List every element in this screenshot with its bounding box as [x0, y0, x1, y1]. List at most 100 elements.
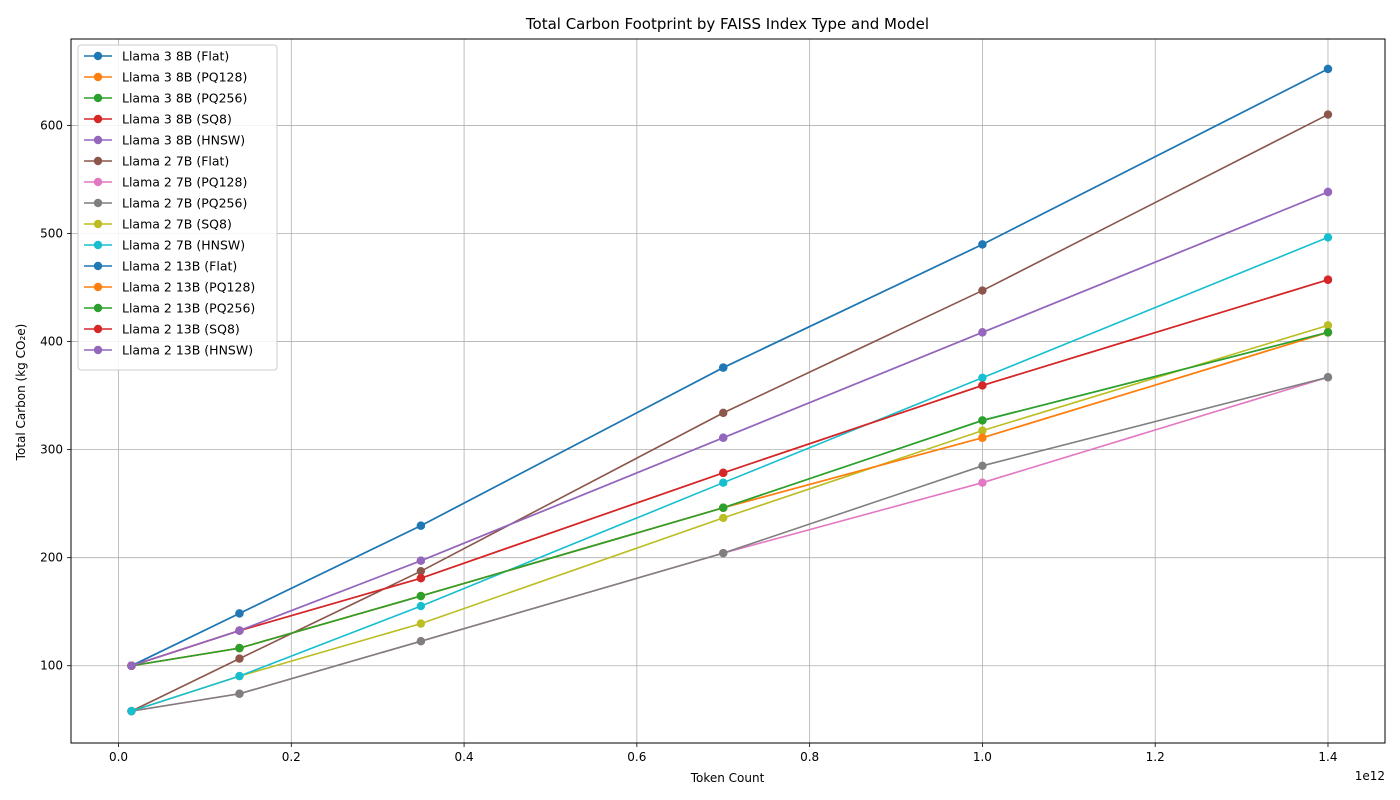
legend-label: Llama 3 8B (SQ8) [122, 112, 232, 127]
data-point [978, 328, 987, 337]
data-point [235, 609, 244, 618]
data-point [1323, 275, 1333, 284]
data-point [719, 408, 728, 418]
data-point [719, 478, 728, 487]
data-point [416, 619, 426, 628]
data-point [978, 373, 987, 382]
y-tick-label: 400 [40, 335, 63, 349]
legend-label: Llama 3 8B (HNSW) [122, 133, 245, 148]
legend-item: Llama 2 7B (PQ256) [84, 196, 247, 211]
legend-marker [93, 51, 103, 61]
legend-marker [93, 261, 103, 271]
x-tick-label: 0.2 [282, 750, 301, 764]
legend-label: Llama 2 7B (HNSW) [122, 238, 245, 253]
grid [71, 39, 1385, 743]
legend-item: Llama 2 13B (PQ128) [84, 280, 255, 295]
data-point [416, 637, 426, 646]
y-tick-label: 200 [40, 551, 63, 565]
legend-label: Llama 3 8B (PQ256) [122, 91, 247, 106]
series-line [131, 68, 1329, 667]
x-tick-label: 1.2 [1146, 750, 1165, 764]
legend-label: Llama 2 13B (HNSW) [122, 343, 253, 358]
data-point [978, 240, 987, 249]
series-14 [127, 187, 1333, 670]
legend-marker [93, 156, 103, 166]
data-point [1323, 321, 1333, 330]
data-point [416, 601, 426, 611]
legend-label: Llama 2 7B (PQ256) [122, 196, 247, 211]
y-tick-label: 600 [40, 118, 63, 132]
legend-item: Llama 3 8B (Flat) [84, 49, 229, 64]
legend-label: Llama 2 13B (Flat) [122, 259, 237, 274]
x-tick-label: 1.0 [973, 750, 992, 764]
legend-item: Llama 2 13B (HNSW) [84, 343, 253, 358]
data-point [978, 286, 987, 295]
legend-item: Llama 2 13B (SQ8) [84, 322, 240, 337]
chart-title: Total Carbon Footprint by FAISS Index Ty… [525, 15, 929, 33]
legend-marker [93, 303, 103, 313]
legend-item: Llama 2 7B (PQ128) [84, 175, 247, 190]
legend-item: Llama 3 8B (PQ128) [84, 70, 247, 85]
data-point [978, 416, 987, 425]
legend-item: Llama 2 13B (PQ256) [84, 301, 255, 316]
x-tick-label: 0.0 [109, 750, 128, 764]
legend-marker [93, 219, 103, 229]
x-tick-label: 0.4 [455, 750, 474, 764]
legend-item: Llama 3 8B (PQ256) [84, 91, 247, 106]
legend-label: Llama 2 13B (PQ256) [122, 301, 255, 316]
legend-label: Llama 2 13B (PQ128) [122, 280, 255, 295]
data-point [719, 363, 728, 372]
data-point [416, 591, 426, 601]
x-tick-label: 1.4 [1318, 750, 1337, 764]
legend-box [77, 44, 278, 371]
legend-marker [93, 114, 103, 124]
data-point [416, 556, 426, 565]
legend-label: Llama 2 7B (PQ128) [122, 175, 247, 190]
data-point [1323, 328, 1333, 337]
y-tick-label: 500 [40, 227, 63, 241]
legend-marker [93, 72, 103, 82]
data-point [1323, 233, 1333, 242]
legend-marker [93, 345, 103, 355]
data-point [978, 478, 987, 487]
legend-marker [93, 177, 103, 187]
data-point [719, 513, 728, 523]
x-axis: 0.0 0.2 0.4 0.6 0.8 1.0 1.2 1.4 [109, 743, 1338, 764]
data-point [127, 706, 136, 716]
legend-label: Llama 2 13B (SQ8) [122, 322, 240, 337]
legend-label: Llama 2 7B (Flat) [122, 154, 229, 169]
legend-item: Llama 3 8B (SQ8) [84, 112, 232, 127]
data-point [235, 643, 244, 653]
series-layer [127, 64, 1333, 716]
legend-marker [93, 240, 103, 250]
data-point [1323, 187, 1333, 197]
data-point [1323, 373, 1333, 382]
data-point [416, 574, 426, 583]
x-axis-label: Token Count [690, 771, 765, 785]
data-point [235, 654, 244, 663]
data-point [978, 381, 987, 390]
y-tick-label: 100 [40, 659, 63, 673]
data-point [978, 426, 987, 435]
series-line [131, 236, 1329, 712]
legend-item: Llama 3 8B (HNSW) [84, 133, 245, 148]
legend-label: Llama 3 8B (Flat) [122, 49, 229, 64]
data-point [719, 503, 728, 512]
series-line [131, 376, 1329, 712]
x-axis-offset-label: 1e12 [1355, 769, 1385, 783]
data-point [127, 661, 136, 670]
legend: Llama 3 8B (Flat) Llama 3 8B (PQ128) Llama… [77, 44, 278, 371]
legend-label: Llama 2 7B (SQ8) [122, 217, 232, 232]
data-point [719, 468, 728, 478]
legend-marker [93, 324, 103, 334]
series-line [131, 113, 1329, 712]
legend-item: Llama 2 7B (Flat) [84, 154, 229, 169]
legend-label: Llama 3 8B (PQ128) [122, 70, 247, 85]
data-point [416, 566, 426, 576]
data-point [416, 521, 426, 530]
y-axis: 100 200 300 400 500 600 [40, 118, 71, 673]
legend-item: Llama 2 13B (Flat) [84, 259, 237, 274]
data-point [719, 548, 728, 558]
x-tick-label: 0.8 [800, 750, 819, 764]
